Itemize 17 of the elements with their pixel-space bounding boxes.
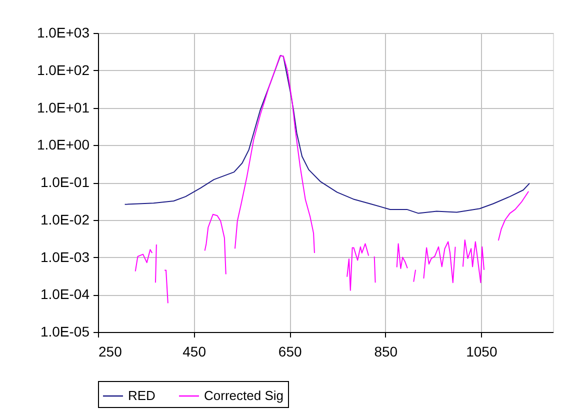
x-tick-label: 650 [278,344,302,360]
x-tick-label: 450 [182,344,206,360]
y-tick-label: 1.0E-02 [40,211,90,228]
x-tick-label: 850 [374,344,398,360]
y-tick-label: 1.0E-03 [40,248,90,265]
y-tick-label: 1.0E-05 [40,324,90,340]
x-tick-label: 1050 [466,344,498,360]
line-series [124,55,530,214]
y-tick-label: 1.0E-04 [40,286,90,302]
y-tick-label: 1.0E+01 [36,99,90,116]
y-tick-label: 1.0E+02 [36,62,90,78]
legend-label: RED [128,388,156,403]
x-tick-label: 250 [98,344,122,360]
legend-label: Corrected Sig [204,388,284,403]
y-tick-label: 1.0E-01 [40,174,90,190]
y-tick-label: 1.0E+03 [36,24,90,40]
y-tick-label: 1.0E+00 [36,136,90,153]
